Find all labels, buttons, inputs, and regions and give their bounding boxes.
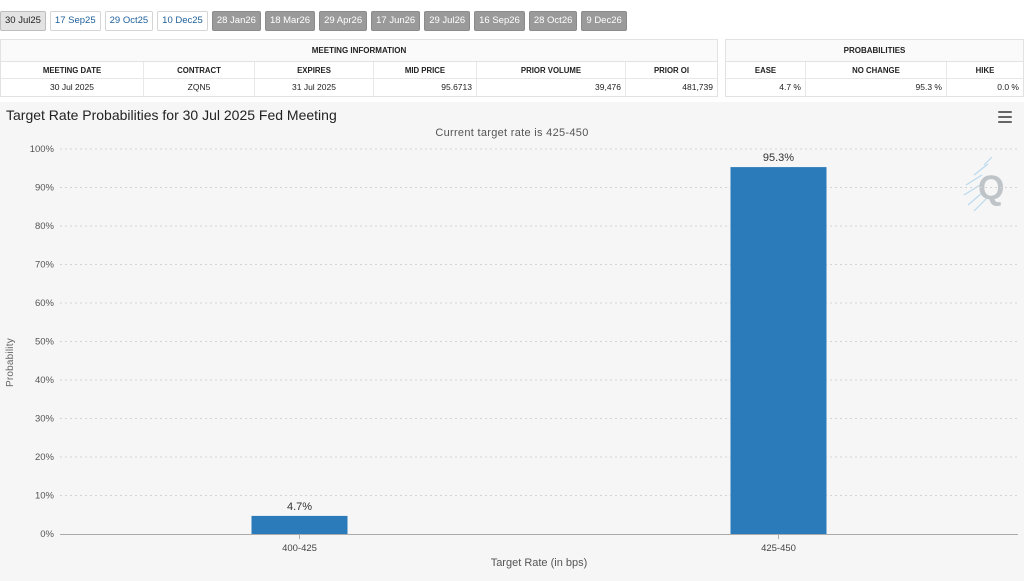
bar-425-450[interactable] — [730, 167, 827, 534]
y-tick-label: 30% — [35, 414, 55, 425]
expires-value: 31 Jul 2025 — [255, 79, 374, 96]
meeting-information-column-headers: MEETING DATE CONTRACT EXPIRES MID PRICE … — [1, 62, 717, 79]
chart-title: Target Rate Probabilities for 30 Jul 202… — [6, 107, 337, 123]
prior-oi-value: 481,739 — [682, 82, 713, 92]
tab-9-dec26[interactable]: 9 Dec26 — [581, 11, 627, 31]
x-tick-label: 425-450 — [761, 543, 796, 554]
y-tick-label: 0% — [40, 529, 54, 540]
tab-28-jan26[interactable]: 28 Jan26 — [211, 11, 261, 31]
data-label: 4.7% — [287, 501, 312, 513]
chart-plot-area: 0% 10% 20% 30% 40% 50% 60% 70% 80% 90% 100% 4.7% 400… — [30, 144, 1018, 569]
data-label: 95.3% — [763, 152, 794, 164]
y-tick-label: 90% — [35, 183, 55, 194]
meeting-information-header: MEETING INFORMATION — [1, 40, 717, 62]
hamburger-menu-icon[interactable] — [998, 111, 1012, 123]
x-tick-label: 400-425 — [282, 543, 317, 554]
tab-18-mar26[interactable]: 18 Mar26 — [264, 11, 316, 31]
tab-30-jul25[interactable]: 30 Jul25 — [0, 11, 46, 31]
ease-value: 4.7 % — [726, 79, 806, 96]
col-prior-volume: PRIOR VOLUME — [477, 62, 626, 78]
tab-17-jun26[interactable]: 17 Jun26 — [371, 11, 421, 31]
y-tick-label: 100% — [30, 144, 55, 155]
bar-400-425[interactable] — [251, 515, 348, 534]
tab-29-apr26[interactable]: 29 Apr26 — [319, 11, 368, 31]
probabilities-table: PROBABILITIES EASE NO CHANGE HIKE 4.7 % … — [725, 39, 1024, 97]
y-tick-label: 40% — [35, 375, 55, 386]
y-tick-label: 10% — [35, 491, 55, 502]
tab-10-dec25[interactable]: 10 Dec25 — [157, 11, 208, 31]
col-expires: EXPIRES — [255, 62, 374, 78]
meeting-tabs: 30 Jul25 17 Sep25 29 Oct25 10 Dec25 28 Jan26… — [0, 11, 631, 31]
col-prior-oi: PRIOR OI — [653, 66, 690, 75]
y-tick-label: 60% — [35, 298, 55, 309]
probabilities-header: PROBABILITIES — [726, 40, 1023, 62]
y-tick-label: 80% — [35, 221, 55, 232]
col-no-change: NO CHANGE — [806, 62, 947, 78]
meeting-date-value: 30 Jul 2025 — [1, 79, 144, 96]
col-contract: CONTRACT — [144, 62, 255, 78]
col-mid-price: MID PRICE — [374, 62, 477, 78]
tab-29-jul26[interactable]: 29 Jul26 — [424, 11, 471, 31]
prior-volume-value: 39,476 — [477, 79, 626, 96]
contract-value: ZQN5 — [144, 79, 255, 96]
col-meeting-date: MEETING DATE — [1, 62, 144, 78]
x-axis-title: Target Rate (in bps) — [491, 557, 588, 569]
meeting-information-table: MEETING INFORMATION MEETING DATE CONTRAC… — [0, 39, 718, 97]
tab-17-sep25[interactable]: 17 Sep25 — [49, 11, 101, 31]
tab-28-oct26[interactable]: 28 Oct26 — [528, 11, 578, 31]
no-change-value: 95.3 % — [806, 79, 947, 96]
col-hike: HIKE — [975, 66, 995, 75]
y-tick-label: 20% — [35, 452, 55, 463]
col-ease: EASE — [726, 62, 806, 78]
table-row: 4.7 % 95.3 % 0.0 % — [726, 79, 1023, 96]
table-row: 30 Jul 2025 ZQN5 31 Jul 2025 95.6713 39,… — [1, 79, 717, 96]
probabilities-column-headers: EASE NO CHANGE HIKE — [726, 62, 1023, 79]
chart-subtitle: Current target rate is 425-450 — [435, 127, 589, 139]
probability-chart: Target Rate Probabilities for 30 Jul 202… — [0, 102, 1024, 581]
tab-16-sep26[interactable]: 16 Sep26 — [474, 11, 525, 31]
tab-29-oct25[interactable]: 29 Oct25 — [104, 11, 154, 31]
y-tick-label: 70% — [35, 260, 55, 271]
mid-price-value: 95.6713 — [374, 79, 477, 96]
y-tick-label: 50% — [35, 337, 55, 348]
hike-value: 0.0 % — [997, 82, 1019, 92]
